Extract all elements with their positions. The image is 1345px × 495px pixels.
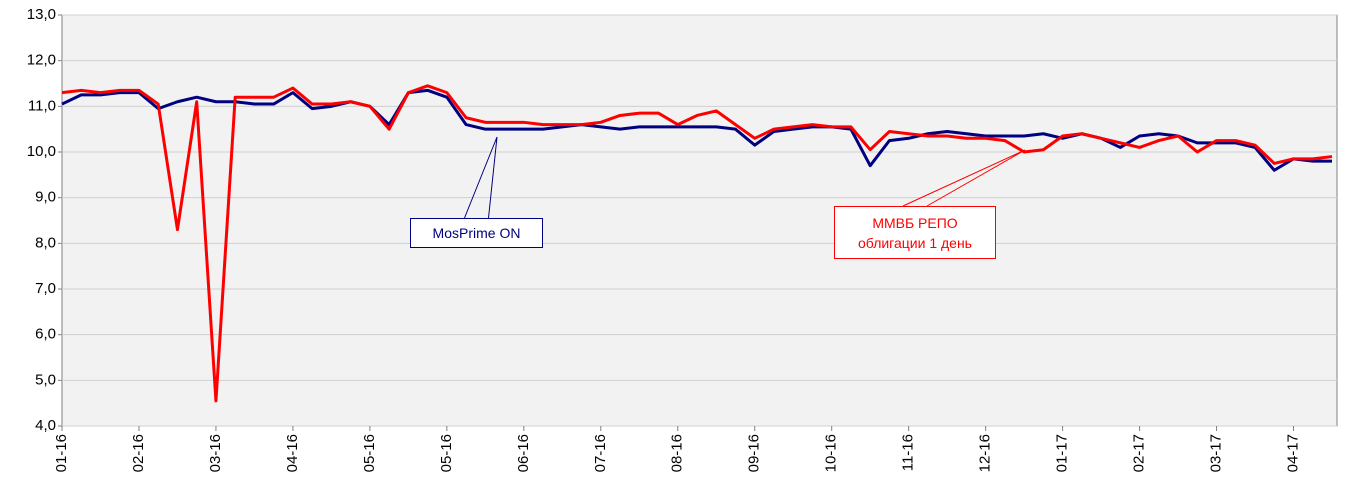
x-tick-label: 06-16 [515,434,532,472]
series-label: MosPrime ON [410,218,543,248]
y-tick-label: 5,0 [35,371,56,388]
x-tick-label: 04-16 [284,434,301,472]
x-tick-label: 03-17 [1208,434,1225,472]
y-tick-label: 12,0 [27,52,56,69]
x-tick-label: 11-16 [900,434,917,471]
y-tick-label: 9,0 [35,189,56,206]
x-tick-label: 01-16 [53,434,70,472]
series-label: ММВБ РЕПО облигации 1 день [834,206,996,259]
series-line [61,88,1332,172]
x-tick-label: 12-16 [977,434,994,472]
x-tick-label: 10-16 [823,434,840,472]
x-tick-label: 01-17 [1054,434,1071,472]
x-tick-label: 04-17 [1284,434,1301,472]
y-tick-label: 13,0 [27,6,56,23]
y-tick-label: 7,0 [35,280,56,297]
y-tick-label: 10,0 [27,143,56,160]
x-tick-label: 05-16 [438,434,455,472]
x-tick-label: 02-16 [130,434,147,472]
callout-pointer [464,136,498,219]
y-tick-label: 4,0 [35,417,56,434]
y-tick-label: 11,0 [28,97,56,114]
y-tick-label: 6,0 [35,326,56,343]
y-tick-label: 8,0 [35,234,56,251]
plot-area [61,14,1338,427]
callout-pointer [902,149,1026,207]
x-tick-label: 02-17 [1131,434,1148,472]
x-tick-label: 07-16 [592,434,609,472]
x-tick-label: 09-16 [746,434,763,472]
x-tick-label: 08-16 [669,434,686,472]
x-tick-label: 05-16 [361,434,378,472]
x-tick-label: 03-16 [207,434,224,472]
series-line [61,84,1333,403]
